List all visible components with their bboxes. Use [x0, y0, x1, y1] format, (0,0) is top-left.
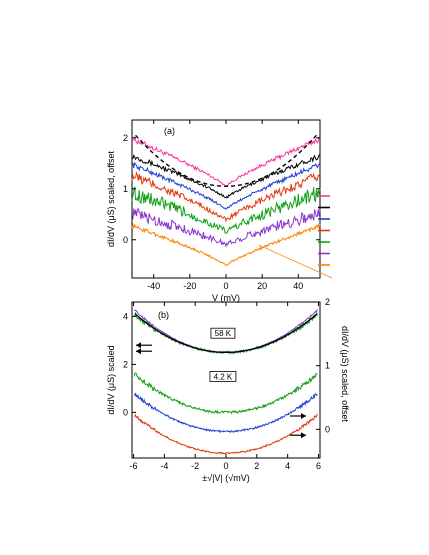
- x-tick-label: -40: [147, 281, 160, 291]
- y-tick-label: 0: [123, 407, 128, 417]
- panel-a-frame: [131, 119, 321, 279]
- y2-tick-label: 1: [325, 361, 330, 371]
- series-line-5: [131, 207, 321, 248]
- annotation-4.2k: 4.2 K: [214, 372, 233, 381]
- series-line-3: [131, 171, 321, 223]
- arrow-head: [136, 342, 141, 349]
- panel-b: -6 -4 -2 0 2 4 6 0 2 4 0 1 2 (b) ±√|V| (√mV) dI/dV (…: [106, 297, 350, 483]
- y-tick-label: 4: [123, 311, 128, 321]
- fit-dashed-line: [135, 134, 317, 188]
- annotation-4.2k-box: [209, 370, 237, 382]
- arrow-head: [136, 348, 141, 355]
- panel-b-axes: -6 -4 -2 0 2 4 6 0 2 4 0 1 2: [123, 297, 330, 471]
- panel-a-x-axis-label: V (mV): [212, 293, 240, 303]
- panel-b-right-y-axis-label: dI/dV (μS) scaled, offset: [340, 326, 350, 423]
- x-tick-label: 20: [257, 281, 267, 291]
- x-tick-label: -20: [183, 281, 196, 291]
- x-tick-label: 0: [223, 281, 228, 291]
- series-line-4: [134, 413, 318, 455]
- arrow-head: [301, 432, 306, 439]
- x-tick-label: 2: [254, 461, 259, 471]
- panel-a-curves: [131, 134, 333, 279]
- panel-a-axes: -40 -20 0 20 40 0 1 2: [123, 120, 320, 291]
- panel-a-label: (a): [164, 126, 175, 136]
- x-tick-label: -4: [160, 461, 168, 471]
- y-tick-label: 2: [123, 133, 128, 143]
- y-tick-label: 2: [123, 359, 128, 369]
- x-tick-label: -2: [191, 461, 199, 471]
- series-line-0: [131, 135, 321, 187]
- annotation-58k-box: [210, 327, 236, 339]
- panel-b-x-axis-label: ±√|V| (√mV): [202, 473, 250, 483]
- y2-tick-label: 2: [325, 297, 330, 307]
- x-tick-label: 4: [285, 461, 290, 471]
- fit-line: [134, 313, 318, 354]
- x-tick-label: 0: [223, 461, 228, 471]
- series-line-2: [133, 372, 318, 415]
- panel-a: -40 -20 0 20 40 0 1 2 (a) V (mV) dI/dV (μS) sca…: [106, 119, 333, 303]
- x-tick-label: 6: [316, 461, 321, 471]
- series-line-4: [131, 186, 321, 234]
- series-line-3: [134, 392, 318, 434]
- series-line-1: [131, 154, 321, 199]
- x-tick-label: -6: [130, 461, 138, 471]
- x-tick-label: 40: [293, 281, 303, 291]
- y-tick-label: 1: [123, 184, 128, 194]
- orange-guide-line: [258, 244, 333, 279]
- panel-b-curves: [133, 309, 318, 455]
- y2-tick-label: 0: [325, 424, 330, 434]
- panel-b-annotations: 58 K 4.2 K: [209, 327, 237, 382]
- y-tick-label: 0: [123, 235, 128, 245]
- series-line-6: [131, 222, 321, 267]
- series-line-2: [131, 161, 321, 210]
- panel-a-legend-markers: [318, 195, 330, 266]
- panel-b-label: (b): [158, 310, 169, 320]
- panel-b-y-axis-label: dI/dV (μS) scaled: [106, 345, 116, 414]
- panel-b-arrows: [136, 342, 306, 439]
- arrow-head: [301, 413, 306, 419]
- panel-a-y-axis-label: dI/dV (μS) scaled, offset: [106, 150, 116, 247]
- annotation-58k: 58 K: [215, 329, 232, 338]
